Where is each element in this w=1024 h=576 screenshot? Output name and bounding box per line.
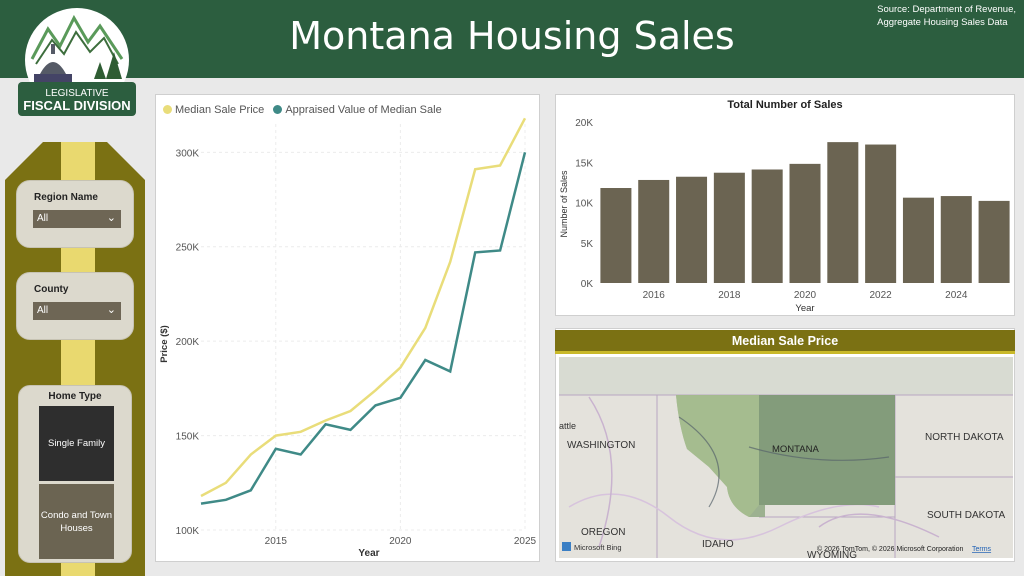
bar-chart-title: Total Number of Sales	[727, 99, 842, 111]
lfd-logo: LEGISLATIVE FISCAL DIVISION	[18, 8, 136, 116]
map-label-north-dakota: NORTH DAKOTA	[925, 432, 1004, 443]
region-label: Region Name	[34, 192, 98, 203]
median-price-map[interactable]: attle WASHINGTON MONTANA NORTH DAKOTA SO…	[559, 357, 1013, 558]
bar-x-tick: 2020	[794, 290, 817, 301]
map-title: Median Sale Price	[555, 330, 1015, 354]
county-label: County	[34, 284, 69, 295]
region-value: All	[37, 213, 49, 224]
home-type-condo[interactable]: Condo and Town Houses	[39, 484, 114, 559]
bar-2023[interactable]	[902, 197, 934, 283]
sales-bar-chart: Total Number of Sales 0K 5K 10K 15K 20K 2016 2…	[559, 99, 1010, 314]
sales-bar-chart-panel	[555, 94, 1015, 316]
home-type-label: Home Type	[48, 391, 102, 402]
map-copyright: © 2026 TomTom, © 2026 Microsoft Corporat…	[817, 545, 963, 553]
logo-text-top: LEGISLATIVE	[45, 88, 109, 99]
region-dropdown[interactable]: All ⌄	[33, 210, 121, 228]
bar-2018[interactable]	[713, 172, 745, 283]
bar-y-tick: 5K	[581, 239, 594, 250]
line-y-tick: 300K	[176, 148, 200, 159]
bing-attribution: Microsoft Bing	[574, 543, 622, 552]
map-label-oregon: OREGON	[581, 527, 625, 538]
chevron-down-icon: ⌄	[106, 304, 116, 316]
line-x-tick: 2015	[265, 536, 288, 547]
legend-appraised[interactable]: Appraised Value of Median Sale	[285, 104, 442, 116]
bar-x-tick: 2018	[718, 290, 741, 301]
bar-y-tick: 20K	[575, 118, 593, 129]
bar-2025[interactable]	[978, 200, 1010, 283]
map-label-washington: WASHINGTON	[567, 440, 635, 451]
bar-y-tick: 15K	[575, 158, 593, 169]
source-line-2: Aggregate Housing Sales Data	[877, 17, 1008, 28]
legend-median[interactable]: Median Sale Price	[175, 104, 265, 116]
line-y-axis-title: Price ($)	[159, 325, 170, 363]
home-type-single-family[interactable]: Single Family	[39, 406, 114, 481]
bar-y-tick: 10K	[575, 199, 593, 210]
county-value: All	[37, 305, 49, 316]
bar-2021[interactable]	[827, 142, 859, 283]
bar-2020[interactable]	[789, 163, 821, 283]
bing-icon	[562, 542, 571, 551]
bar-2019[interactable]	[751, 169, 783, 283]
bar-2016[interactable]	[638, 179, 670, 283]
bar-x-tick: 2022	[870, 290, 893, 301]
bar-2022[interactable]	[865, 144, 897, 283]
chevron-down-icon: ⌄	[106, 212, 116, 224]
county-slicer: County All ⌄	[16, 272, 134, 340]
map-label-montana: MONTANA	[772, 444, 819, 455]
map-label-wyoming: WYOMING	[807, 550, 857, 558]
bar-x-tick: 2016	[643, 290, 666, 301]
price-line-chart: 100K 150K 200K 250K 300K 2015 2020 2025 Price (…	[159, 117, 537, 559]
bar-2024[interactable]	[940, 196, 972, 283]
price-line-chart-panel	[155, 94, 540, 562]
map-label-idaho: IDAHO	[702, 539, 734, 550]
line-x-tick: 2025	[514, 536, 537, 547]
line-y-tick: 150K	[176, 432, 200, 443]
map-label-seattle: attle	[559, 421, 576, 431]
bar-2017[interactable]	[676, 176, 708, 283]
header-bar	[0, 0, 1024, 78]
bar-y-axis-title: Number of Sales	[559, 170, 569, 238]
line-x-axis-title: Year	[358, 548, 379, 559]
line-chart-legend: Median Sale Price Appraised Value of Med…	[163, 104, 442, 116]
median-sale-price-line[interactable]	[200, 117, 527, 498]
bar-x-tick: 2024	[945, 290, 968, 301]
county-dropdown[interactable]: All ⌄	[33, 302, 121, 320]
line-y-tick: 250K	[176, 243, 200, 254]
line-x-tick: 2020	[389, 536, 412, 547]
bar-x-axis-title: Year	[795, 303, 814, 314]
bar-y-tick: 0K	[581, 279, 594, 290]
map-terms-link[interactable]: Terms	[972, 546, 992, 553]
home-type-slicer: Home Type Single Family Condo and Town H…	[18, 385, 132, 563]
page-title: Montana Housing Sales	[289, 14, 735, 58]
region-slicer: Region Name All ⌄	[16, 180, 134, 248]
legend-dot-appraised	[273, 105, 283, 114]
source-line-1: Source: Department of Revenue,	[877, 4, 1016, 15]
line-y-tick: 200K	[176, 337, 200, 348]
appraised-value-line[interactable]	[200, 151, 527, 505]
legend-dot-median	[163, 105, 172, 114]
map-label-south-dakota: SOUTH DAKOTA	[927, 510, 1005, 521]
source-note: Source: Department of Revenue, Aggregate…	[877, 3, 1016, 29]
bar-2015[interactable]	[600, 188, 632, 283]
line-y-tick: 100K	[176, 526, 200, 537]
logo-text-main: FISCAL DIVISION	[23, 98, 130, 113]
